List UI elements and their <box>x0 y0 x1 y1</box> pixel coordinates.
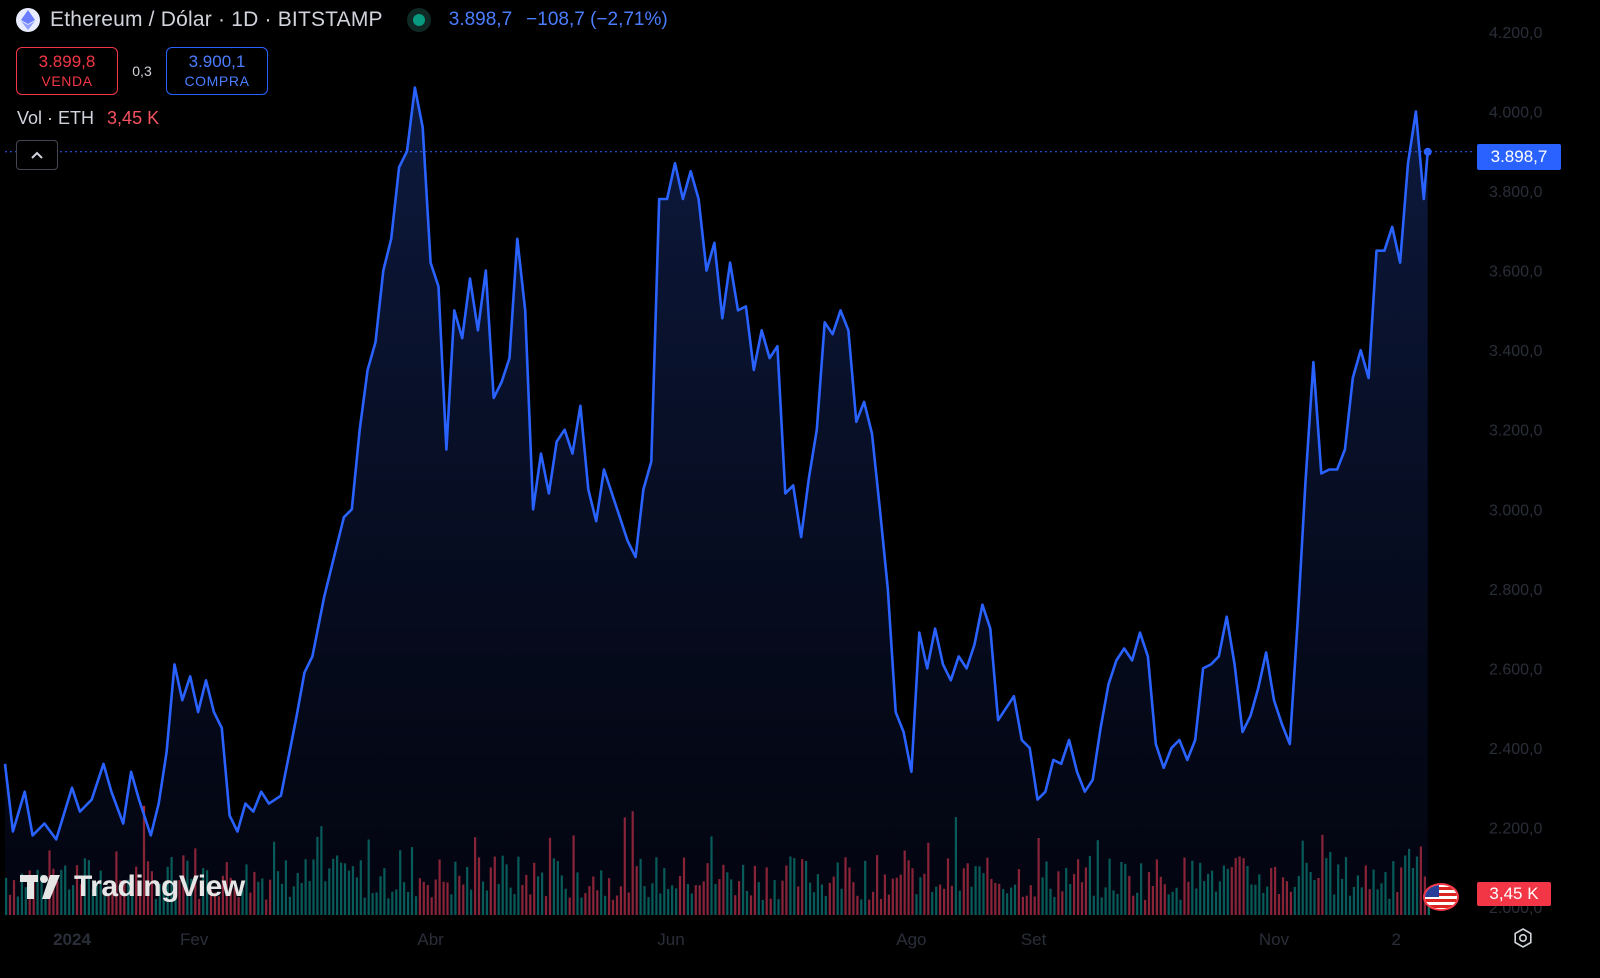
spread-value: 0,3 <box>132 63 152 79</box>
last-price-scale-tag: 3.898,7 <box>1477 144 1561 170</box>
tradingview-logo[interactable]: TradingView <box>20 870 245 904</box>
us-flag-icon[interactable] <box>1423 883 1459 911</box>
volume-value: 3,45 K <box>107 108 160 128</box>
price-series-line <box>3 86 1429 841</box>
y-tick-label: 3.600,0 <box>1489 264 1542 281</box>
symbol-title[interactable]: Ethereum / Dólar · 1D · BITSTAMP <box>50 8 383 31</box>
symbol-header: Ethereum / Dólar · 1D · BITSTAMP 3.898,7… <box>16 8 668 32</box>
x-tick-label: Fev <box>180 930 209 949</box>
y-tick-label: 4.000,0 <box>1489 105 1542 122</box>
settings-icon[interactable] <box>1512 927 1534 949</box>
y-tick-label: 4.200,0 <box>1489 25 1542 42</box>
chevron-up-icon <box>31 151 43 159</box>
live-dot-icon <box>412 14 425 26</box>
last-price-dot <box>1423 147 1432 156</box>
volume-legend[interactable]: Vol · ETH 3,45 K <box>17 108 159 129</box>
y-tick-label: 3.400,0 <box>1489 343 1542 360</box>
time-axis[interactable]: 2024 Fev Abr Jun Ago Set Nov 2 <box>53 930 1401 949</box>
y-tick-label: 2.400,0 <box>1489 741 1542 758</box>
x-tick-label: 2024 <box>53 930 91 949</box>
volume-label: Vol · ETH <box>17 108 95 128</box>
collapse-legend-button[interactable] <box>16 140 58 170</box>
buy-label: COMPRA <box>184 73 250 89</box>
sell-price: 3.899,8 <box>38 52 96 71</box>
volume-scale-tag: 3,45 K <box>1477 882 1551 906</box>
x-tick-label: Abr <box>417 930 444 949</box>
last-price: 3.898,7 <box>448 9 513 30</box>
y-tick-label: 3.200,0 <box>1489 423 1542 440</box>
x-tick-label: 2 <box>1391 930 1400 949</box>
price-area-fill <box>5 87 1428 916</box>
buy-button[interactable]: 3.900,1 COMPRA <box>166 47 268 95</box>
tradingview-brand: TradingView <box>74 870 245 903</box>
price-change: −108,7 (−2,71%) <box>526 9 668 30</box>
y-tick-label: 2.600,0 <box>1489 661 1542 678</box>
tradingview-logo-icon <box>20 875 60 899</box>
y-tick-label: 2.200,0 <box>1489 821 1542 838</box>
price-axis[interactable]: 4.200,0 4.000,0 3.800,0 3.600,0 3.400,0 3.200… <box>1489 25 1542 917</box>
sell-label: VENDA <box>41 73 93 89</box>
buy-price: 3.900,1 <box>188 52 246 71</box>
x-tick-label: Jun <box>657 930 684 949</box>
x-tick-label: Ago <box>896 930 926 949</box>
x-tick-label: Nov <box>1259 930 1290 949</box>
quote-panel: 3.899,8 VENDA 0,3 3.900,1 COMPRA <box>16 47 268 95</box>
sell-button[interactable]: 3.899,8 VENDA <box>16 47 118 95</box>
x-tick-label: Set <box>1021 930 1047 949</box>
y-tick-label: 3.000,0 <box>1489 502 1542 519</box>
ethereum-icon <box>16 8 40 32</box>
y-tick-label: 2.800,0 <box>1489 582 1542 599</box>
y-tick-label: 3.800,0 <box>1489 184 1542 201</box>
